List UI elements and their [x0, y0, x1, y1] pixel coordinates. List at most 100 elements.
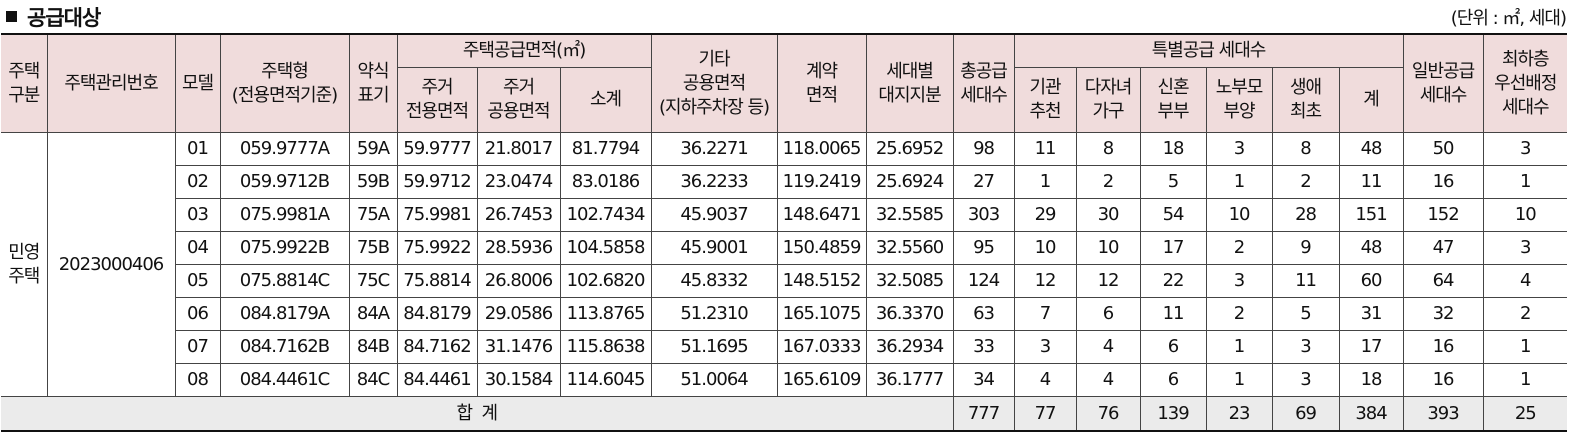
cell-newly: 22 [1139, 264, 1207, 298]
cell-lowest: 10 [1482, 198, 1568, 232]
cell-land: 25.6952 [865, 132, 954, 166]
section-title: 공급대상 [6, 2, 101, 32]
cell-ssum: 11 [1338, 165, 1404, 199]
cell-model: 05 [175, 264, 221, 298]
cell-excl: 59.9712 [396, 165, 478, 199]
cell-sub: 83.0186 [559, 165, 652, 199]
cell-model: 01 [174, 132, 221, 166]
cell-common: 28.5936 [476, 231, 561, 265]
col-total-units: 총공급 세대수 [952, 33, 1015, 133]
cell-total: 98 [952, 132, 1015, 166]
cell-excl: 75.9922 [396, 231, 478, 265]
cell-contract: 167.0333 [776, 330, 867, 364]
cell-newly: 6 [1139, 363, 1207, 397]
square-bullet-icon [6, 11, 17, 22]
cell-abbr: 75C [348, 264, 398, 298]
table-row: 06 084.8179A 84A 84.8179 29.0586 113.8765 51.2… [1, 297, 1568, 331]
col-other-area: 기타 공용면적 (지하주차장 등) [650, 33, 778, 133]
cell-type: 059.9777A [219, 132, 350, 166]
cell-first: 28 [1271, 198, 1340, 232]
cell-general: 47 [1402, 231, 1484, 265]
total-label: 합 계 [1, 396, 954, 432]
cell-first: 11 [1271, 264, 1340, 298]
cell-land: 32.5085 [865, 264, 954, 298]
cell-other: 36.2271 [650, 132, 778, 166]
cell-excl: 84.4461 [396, 363, 478, 397]
cell-multi: 2 [1075, 165, 1141, 199]
cell-contract: 165.1075 [776, 297, 867, 331]
cell-model: 04 [175, 231, 221, 265]
cell-general: 50 [1402, 132, 1484, 166]
cell-model: 08 [175, 363, 221, 397]
cell-contract: 118.0065 [776, 132, 867, 166]
col-model: 모델 [174, 33, 221, 133]
col-supply-area: 주택공급면적(㎡) [396, 33, 652, 68]
cell-contract: 148.5152 [776, 264, 867, 298]
cell-abbr: 84B [348, 330, 398, 364]
cell-inst: 10 [1013, 231, 1077, 265]
cell-general: 32 [1402, 297, 1484, 331]
cell-inst: 11 [1013, 132, 1077, 166]
total-elder: 23 [1205, 396, 1273, 432]
col-multi-child: 다자녀 가구 [1075, 67, 1141, 133]
cell-newly: 5 [1139, 165, 1207, 199]
cell-lowest: 1 [1482, 363, 1568, 397]
cell-sub: 102.7434 [559, 198, 652, 232]
total-first: 69 [1271, 396, 1340, 432]
cell-newly: 17 [1139, 231, 1207, 265]
cell-type: 075.9981A [219, 198, 350, 232]
cell-common: 26.7453 [476, 198, 561, 232]
cell-land: 36.3370 [865, 297, 954, 331]
cell-ssum: 48 [1338, 231, 1404, 265]
cell-ssum: 31 [1338, 297, 1404, 331]
cell-land: 32.5585 [865, 198, 954, 232]
cell-other: 51.1695 [650, 330, 778, 364]
cell-inst: 3 [1013, 330, 1077, 364]
cell-type: 075.9922B [219, 231, 350, 265]
cell-elder: 2 [1205, 297, 1273, 331]
cell-abbr: 59A [348, 132, 398, 166]
cell-land: 25.6924 [865, 165, 954, 199]
cell-other: 45.8332 [650, 264, 778, 298]
col-first-time: 생애 최초 [1271, 67, 1340, 133]
cell-abbr: 59B [348, 165, 398, 199]
cell-other: 45.9001 [650, 231, 778, 265]
cell-land: 36.1777 [865, 363, 954, 397]
cell-first: 8 [1271, 132, 1340, 166]
total-ssum: 384 [1338, 396, 1404, 432]
cell-common: 30.1584 [476, 363, 561, 397]
cell-ssum: 18 [1338, 363, 1404, 397]
col-contract-area: 계약 면적 [776, 33, 867, 133]
cell-other: 51.0064 [650, 363, 778, 397]
cell-other: 45.9037 [650, 198, 778, 232]
cell-inst: 12 [1013, 264, 1077, 298]
col-special: 특별공급 세대수 [1013, 33, 1404, 68]
mgmt-no-cell: 2023000406 [46, 132, 176, 397]
cell-sub: 81.7794 [559, 132, 652, 166]
cell-sub: 113.8765 [559, 297, 652, 331]
cell-model: 07 [175, 330, 221, 364]
cell-multi: 8 [1075, 132, 1141, 166]
cell-multi: 4 [1075, 363, 1141, 397]
cell-newly: 54 [1139, 198, 1207, 232]
cell-excl: 59.9777 [396, 132, 478, 166]
cell-newly: 6 [1139, 330, 1207, 364]
cell-total: 63 [952, 297, 1015, 331]
cell-multi: 4 [1075, 330, 1141, 364]
cell-inst: 7 [1013, 297, 1077, 331]
cell-excl: 84.8179 [396, 297, 478, 331]
cell-ssum: 151 [1338, 198, 1404, 232]
cell-total: 95 [952, 231, 1015, 265]
cell-ssum: 17 [1338, 330, 1404, 364]
cell-elder: 1 [1205, 363, 1273, 397]
cell-excl: 75.9981 [396, 198, 478, 232]
cell-common: 26.8006 [476, 264, 561, 298]
col-general: 일반공급 세대수 [1402, 33, 1484, 133]
col-elderly: 노부모 부양 [1205, 67, 1273, 133]
cell-ssum: 60 [1338, 264, 1404, 298]
cell-multi: 12 [1075, 264, 1141, 298]
col-excl-area: 주거 전용면적 [397, 67, 478, 133]
cell-inst: 4 [1013, 363, 1077, 397]
cell-multi: 6 [1075, 297, 1141, 331]
cell-excl: 84.7162 [396, 330, 478, 364]
